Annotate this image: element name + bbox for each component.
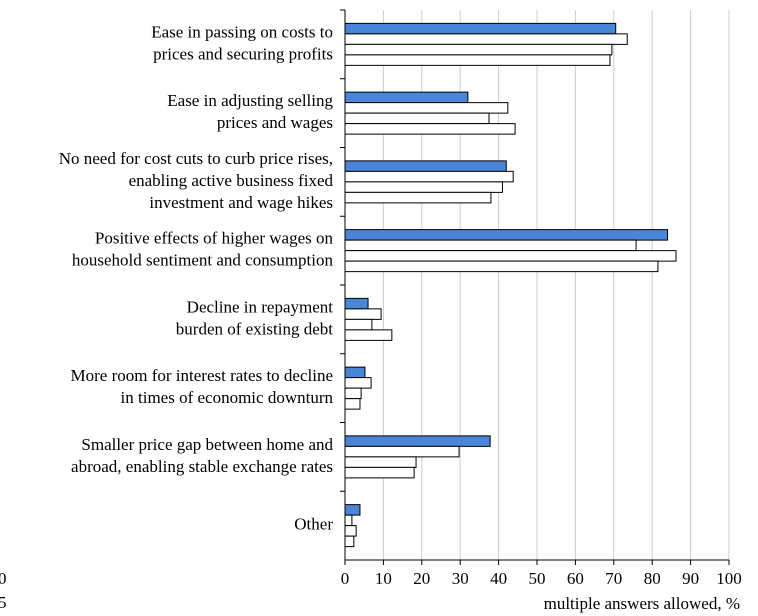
bar	[344, 535, 355, 548]
x-tick-label: 80	[644, 569, 661, 588]
bar	[344, 191, 492, 204]
annotation: 5	[0, 593, 7, 612]
y-tick-label: abroad, enabling stable exchange rates	[71, 457, 333, 476]
bar	[344, 525, 357, 537]
y-tick-label: prices and wages	[217, 113, 333, 132]
bar	[344, 445, 460, 458]
y-tick-label: prices and securing profits	[153, 44, 333, 63]
x-tick-label: 60	[567, 569, 584, 588]
y-tick-label: More room for interest rates to decline	[71, 366, 333, 385]
x-tick-label: 20	[413, 569, 430, 588]
bar	[344, 170, 514, 183]
bar	[344, 514, 353, 527]
bar	[344, 229, 669, 241]
y-tick-label: investment and wage hikes	[149, 193, 333, 212]
bar	[344, 160, 507, 172]
y-tick-label: household sentiment and consumption	[72, 251, 334, 270]
y-tick-label: Ease in passing on costs to	[151, 22, 333, 41]
x-tick-label: 30	[452, 569, 469, 588]
bar	[344, 112, 490, 125]
y-tick-label: in times of economic downturn	[121, 388, 334, 407]
bar	[344, 123, 516, 135]
x-axis-label: multiple answers allowed, %	[544, 594, 740, 613]
y-tick-label: enabling active business fixed	[129, 171, 334, 190]
x-tick-label: 100	[716, 569, 742, 588]
bar	[344, 308, 382, 320]
bar	[344, 504, 361, 516]
x-tick-label: 50	[529, 569, 546, 588]
x-tick-label: 40	[490, 569, 507, 588]
bar	[344, 54, 611, 66]
bar	[344, 102, 509, 114]
y-tick-label: No need for cost cuts to curb price rise…	[59, 149, 333, 168]
x-tick-label: 70	[605, 569, 622, 588]
bar	[344, 181, 503, 193]
bar	[344, 377, 372, 389]
bar	[344, 387, 362, 400]
y-tick-label: Decline in repayment	[187, 297, 334, 316]
bar	[344, 43, 613, 56]
bar	[344, 366, 366, 379]
bar	[344, 22, 617, 35]
bar	[344, 239, 637, 252]
bar	[344, 435, 491, 447]
x-tick-label: 0	[341, 569, 350, 588]
bar	[344, 297, 369, 310]
bar	[344, 329, 393, 341]
y-tick-label: Ease in adjusting selling	[167, 91, 333, 110]
x-tick-label: 90	[682, 569, 699, 588]
annotation: 0	[0, 569, 7, 588]
x-tick-label: 10	[375, 569, 392, 588]
y-tick-label: burden of existing debt	[176, 319, 333, 338]
bar	[344, 318, 373, 331]
y-tick-label: Positive effects of higher wages on	[95, 229, 334, 248]
y-tick-label: Smaller price gap between home and	[81, 435, 333, 454]
bar	[344, 91, 469, 104]
bar	[344, 456, 417, 468]
y-tick-label: Other	[294, 515, 333, 534]
bar	[344, 398, 361, 410]
bar	[344, 466, 415, 479]
bar	[344, 33, 628, 45]
bar	[344, 250, 677, 262]
bar	[344, 260, 659, 273]
